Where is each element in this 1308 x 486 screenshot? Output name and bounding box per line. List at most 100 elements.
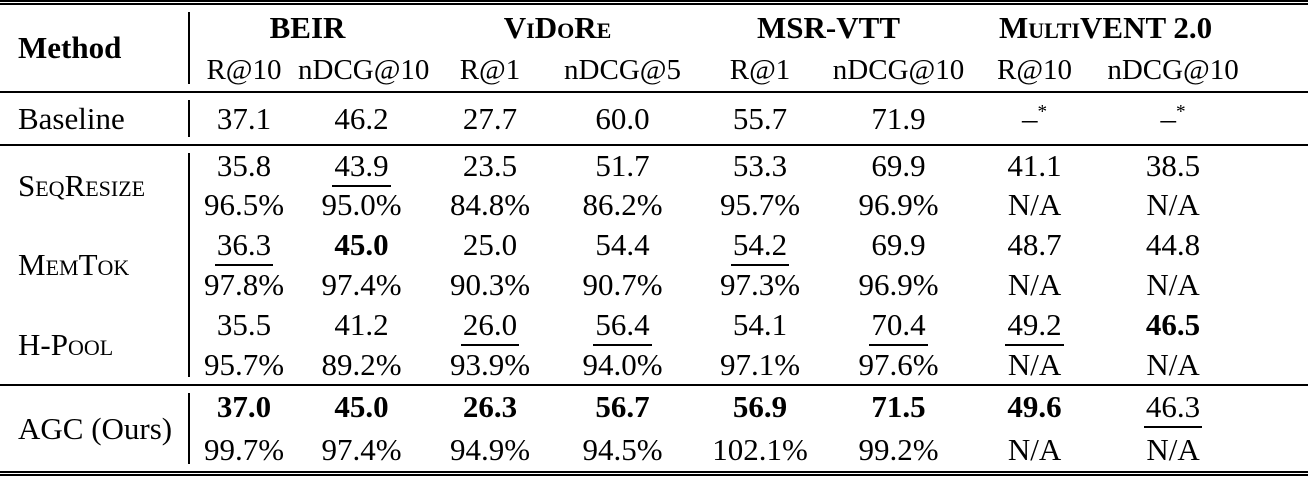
metric-value: 25.0 [462,227,518,262]
values-row-h-pool: H-Pool 35.5 41.2 26.0 56.4 54.1 70.4 49.2 46.5 [0,305,1308,386]
metric-value: 70.4 [869,307,928,346]
metric-value: 49.2 [1005,307,1064,346]
method-name-h-pool: H-Pool [0,305,190,386]
metric-value: 54.4 [595,227,650,262]
value-cell: 46.5 [1102,305,1308,345]
value-cell: 56.9 [690,385,830,428]
metric-value: 23.5 [462,147,518,183]
percent-cell: N/A [1146,431,1200,467]
metric-value: 45.0 [334,227,389,262]
metric-value: – [1021,100,1038,136]
value-cell: 49.6 [967,385,1102,428]
value-cell: 60.0 [555,92,691,146]
value-cell: 37.0 [190,385,298,428]
value-cell: 35.5 [190,305,298,345]
percent-row-seqresize: 96.5% 95.0% 84.8% 86.2% 95.7% 96.9% N/A N/A [0,185,1308,225]
value-cell: 69.9 [830,145,967,185]
value-cell: 38.5 [1102,145,1308,185]
metric-header-multivent-2-0-ndcg-10: nDCG@10 [1102,50,1308,93]
percent-row-agc-ours: 99.7% 97.4% 94.9% 94.5% 102.1% 99.2% N/A N/A [0,428,1308,471]
metric-header-multivent-2-0-r-10: R@10 [967,50,1103,93]
metric-value: 43.9 [332,147,391,187]
table-top-rule [0,0,1308,5]
metric-value: 26.0 [460,307,520,346]
value-cell: 26.0 [425,305,555,346]
percent-cell: 94.5% [582,431,663,467]
metric-header-beir-ndcg-10: nDCG@10 [298,50,429,93]
value-cell: 36.3 [190,225,298,266]
percent-cell: 90.3% [449,267,531,302]
percent-cell: 95.7% [719,187,801,222]
metric-header-beir-r-10: R@10 [190,50,298,93]
metric-value: 56.4 [593,307,652,346]
percent-cell: N/A [1007,267,1062,302]
value-cell: 46.2 [298,92,425,146]
percent-cell: 97.8% [203,267,285,302]
metric-value: 36.3 [214,227,274,266]
dataset-header-beir: BEIR [269,9,346,45]
value-cell: 46.3 [1102,385,1308,428]
metric-value: 69.9 [871,147,926,183]
percent-cell: N/A [1102,345,1308,386]
metric-header-row: R@10 nDCG@10 R@1 nDCG@5 R@1 nDCG@10 R@10 nDCG@1… [0,50,1308,93]
values-row-baseline: Baseline 37.1 46.2 27.7 60.0 55.7 71.9 –* –* [0,92,1308,146]
metric-value: 35.8 [216,147,272,183]
metric-value: 54.1 [732,307,788,342]
metric-header-vidore-r-1: R@1 [425,50,555,93]
metric-value: 26.3 [462,389,518,424]
values-row-agc-ours: AGC (Ours) 37.0 45.0 26.3 56.7 56.9 71.5 49.6 46… [0,385,1308,471]
metric-value: 35.5 [216,307,272,342]
metric-value: 60.0 [595,100,650,136]
percent-cell: N/A [1146,187,1200,222]
metric-value: 37.1 [216,100,272,136]
metric-header-msr-vtt-r-1: R@1 [690,50,831,93]
value-cell: 25.0 [425,225,555,265]
metric-value: 54.2 [730,227,790,266]
metric-value: 45.0 [334,389,389,424]
metric-value: 55.7 [732,100,788,136]
metric-value: – [1160,100,1176,136]
value-cell: –* [967,92,1103,146]
metric-value: 41.2 [334,307,389,342]
percent-cell: 102.1% [712,431,808,467]
percent-cell: 93.9% [425,345,555,386]
value-cell: 41.1 [967,145,1102,185]
percent-cell: 97.4% [321,267,402,302]
metric-value: 56.9 [732,389,788,424]
metric-value: 71.5 [871,389,926,424]
dataset-header-msr-vtt: MSR-VTT [757,9,900,45]
value-cell: 70.4 [830,305,967,346]
value-cell: 27.7 [425,92,555,146]
metric-value: 46.3 [1143,389,1203,428]
values-row-memtok: MemTok 36.3 45.0 25.0 54.4 54.2 69.9 48.7 44.8 [0,225,1308,305]
values-row-seqresize: SeqResize 35.8 43.9 23.5 51.7 53.3 69.9 41.1 38.… [0,145,1308,225]
method-column-header: Method [0,5,190,93]
percent-cell: 84.8% [449,187,531,222]
metric-value: 46.5 [1145,307,1201,342]
value-cell: 71.5 [830,385,967,428]
metric-value: 27.7 [462,100,518,136]
metric-value: 44.8 [1145,227,1201,262]
percent-cell: 96.5% [203,187,285,222]
footnote-marker: * [1037,101,1048,123]
method-name-agc-ours: AGC (Ours) [0,385,190,471]
value-cell: –* [1102,92,1308,146]
percent-cell: 95.7% [190,345,298,386]
value-cell: 56.4 [555,305,690,346]
value-cell: 56.7 [555,385,690,428]
value-cell: 45.0 [298,225,425,265]
percent-cell: 97.6% [830,345,968,386]
value-cell: 44.8 [1102,225,1308,265]
value-cell: 41.2 [298,305,425,345]
metric-value: 51.7 [595,147,650,183]
table-body: Baseline 37.1 46.2 27.7 60.0 55.7 71.9 –* –* SeqR… [0,92,1308,471]
dataset-header-vidore: ViDoRe [503,9,612,45]
percent-cell: N/A [967,345,1103,386]
footnote-marker: * [1175,101,1186,123]
percent-cell: 90.7% [582,267,663,302]
percent-cell: 94.9% [449,431,531,467]
value-cell: 69.9 [830,225,967,265]
value-cell: 43.9 [298,145,425,187]
value-cell: 51.7 [555,145,690,185]
metric-value: 46.2 [334,100,389,136]
